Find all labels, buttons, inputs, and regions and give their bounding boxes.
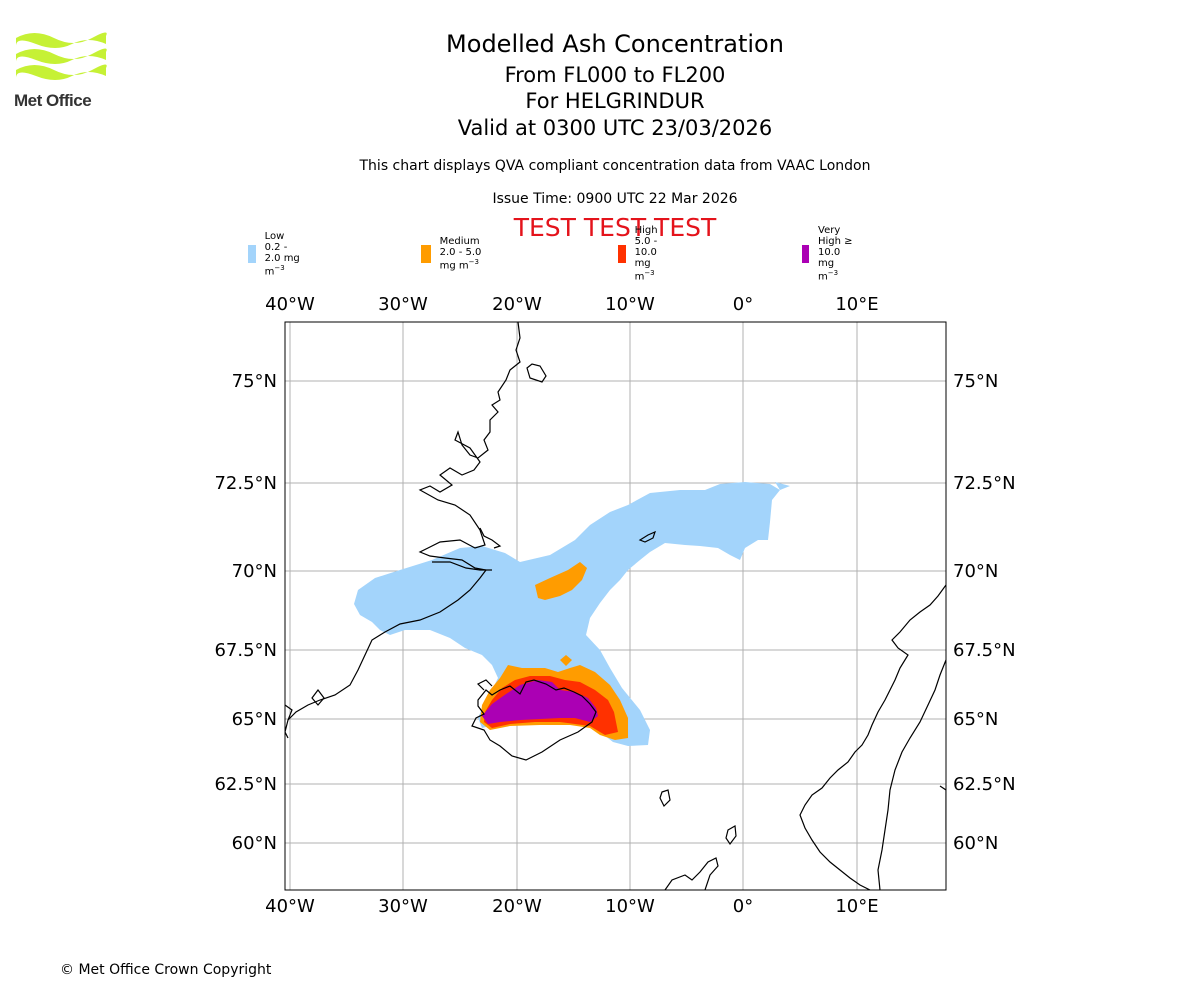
coastline-faroe (659, 789, 671, 808)
lon-labels-bottom: 40°W 30°W 20°W 10°W 0° 10°E (265, 896, 878, 917)
ash-very-high-area (482, 680, 598, 724)
legend-swatch-high (618, 245, 626, 263)
lon-label: 20°W (492, 294, 542, 315)
legend-item-very-high: Very High ≥ 10.0 mg m−3 (802, 225, 857, 283)
map-frame (284, 321, 947, 891)
lat-labels-left: 75°N 72.5°N 70°N 67.5°N 65°N 62.5°N 60°N (214, 371, 277, 854)
lon-label: 40°W (265, 294, 315, 315)
legend-swatch-medium (421, 245, 431, 263)
met-office-logo (14, 30, 114, 112)
lat-label: 72.5°N (214, 473, 277, 494)
chart-title: Modelled Ash Concentration (446, 30, 784, 58)
lat-label: 60°N (953, 833, 998, 854)
lon-label: 0° (733, 294, 753, 315)
ash-low-area-east (775, 482, 790, 490)
lon-label: 10°E (835, 896, 878, 917)
lat-label: 65°N (232, 709, 277, 730)
legend-item-high: High 5.0 - 10.0 mg m−3 (618, 225, 673, 283)
valid-time: Valid at 0300 UTC 23/03/2026 (457, 116, 773, 140)
legend-item-low: Low 0.2 - 2.0 mg m−3 (248, 231, 300, 277)
coastline-iceland (471, 679, 597, 761)
coastline-iceland-nw (476, 679, 493, 691)
coastline-greenland-south (311, 689, 325, 706)
lat-label: 62.5°N (953, 774, 1016, 795)
legend-label-low: Low 0.2 - 2.0 mg m (264, 230, 300, 278)
legend-label-very-high: Very High ≥ 10.0 mg m (818, 225, 853, 283)
lat-label: 75°N (232, 371, 277, 392)
met-office-wordmark: Met Office (14, 91, 92, 110)
flight-level-range: From FL000 to FL200 (504, 63, 726, 87)
lat-label: 75°N (953, 371, 998, 392)
lon-label: 10°E (835, 294, 878, 315)
lat-label: 70°N (232, 561, 277, 582)
lat-labels-right: 75°N 72.5°N 70°N 67.5°N 65°N 62.5°N 60°N (953, 371, 1016, 854)
lon-label: 40°W (265, 896, 315, 917)
ash-medium-area-north (535, 562, 587, 600)
coastline-norway (799, 584, 946, 890)
lat-label: 62.5°N (214, 774, 277, 795)
coastline-greenland (287, 322, 521, 721)
met-office-wave-icon (16, 32, 107, 80)
lon-label: 0° (733, 896, 753, 917)
legend-label-medium: Medium 2.0 - 5.0 mg m (439, 236, 482, 272)
legend-item-medium: Medium 2.0 - 5.0 mg m−3 (421, 236, 493, 272)
coastline-greenland-fjord (432, 561, 492, 571)
coastlines (285, 322, 946, 890)
issue-time: Issue Time: 0900 UTC 22 Mar 2026 (492, 191, 738, 207)
ash-low-area (354, 482, 780, 746)
lon-label: 10°W (605, 294, 655, 315)
lat-label: 60°N (232, 833, 277, 854)
volcano-name: For HELGRINDUR (525, 89, 705, 113)
coastline-scoresby (479, 527, 502, 549)
coastline-shetland (725, 825, 737, 846)
coastline-scotland (664, 857, 719, 890)
coastline-baltic (939, 785, 946, 830)
coastline-greenland-tip (285, 704, 293, 739)
lat-label: 72.5°N (953, 473, 1016, 494)
lat-label: 67.5°N (214, 640, 277, 661)
lon-label: 10°W (605, 896, 655, 917)
copyright-footer: © Met Office Crown Copyright (60, 962, 272, 978)
lon-label: 30°W (378, 294, 428, 315)
lon-label: 20°W (492, 896, 542, 917)
test-banner: TEST TEST TEST (513, 213, 717, 242)
legend-label-high: High 5.0 - 10.0 mg m (634, 225, 658, 283)
lat-label: 70°N (953, 561, 998, 582)
ash-medium-area-spot (560, 655, 572, 666)
coastline-sweden (877, 659, 946, 890)
lat-label: 65°N (953, 709, 998, 730)
coastline-jan-mayen (638, 530, 656, 543)
lon-label: 30°W (378, 896, 428, 917)
lon-labels-top: 40°W 30°W 20°W 10°W 0° 10°E (265, 294, 878, 315)
coastline-island-north (526, 363, 547, 383)
chart-description: This chart displays QVA compliant concen… (359, 158, 871, 174)
lat-label: 67.5°N (953, 640, 1016, 661)
legend-swatch-low (248, 245, 256, 263)
legend-swatch-very-high (802, 245, 809, 263)
